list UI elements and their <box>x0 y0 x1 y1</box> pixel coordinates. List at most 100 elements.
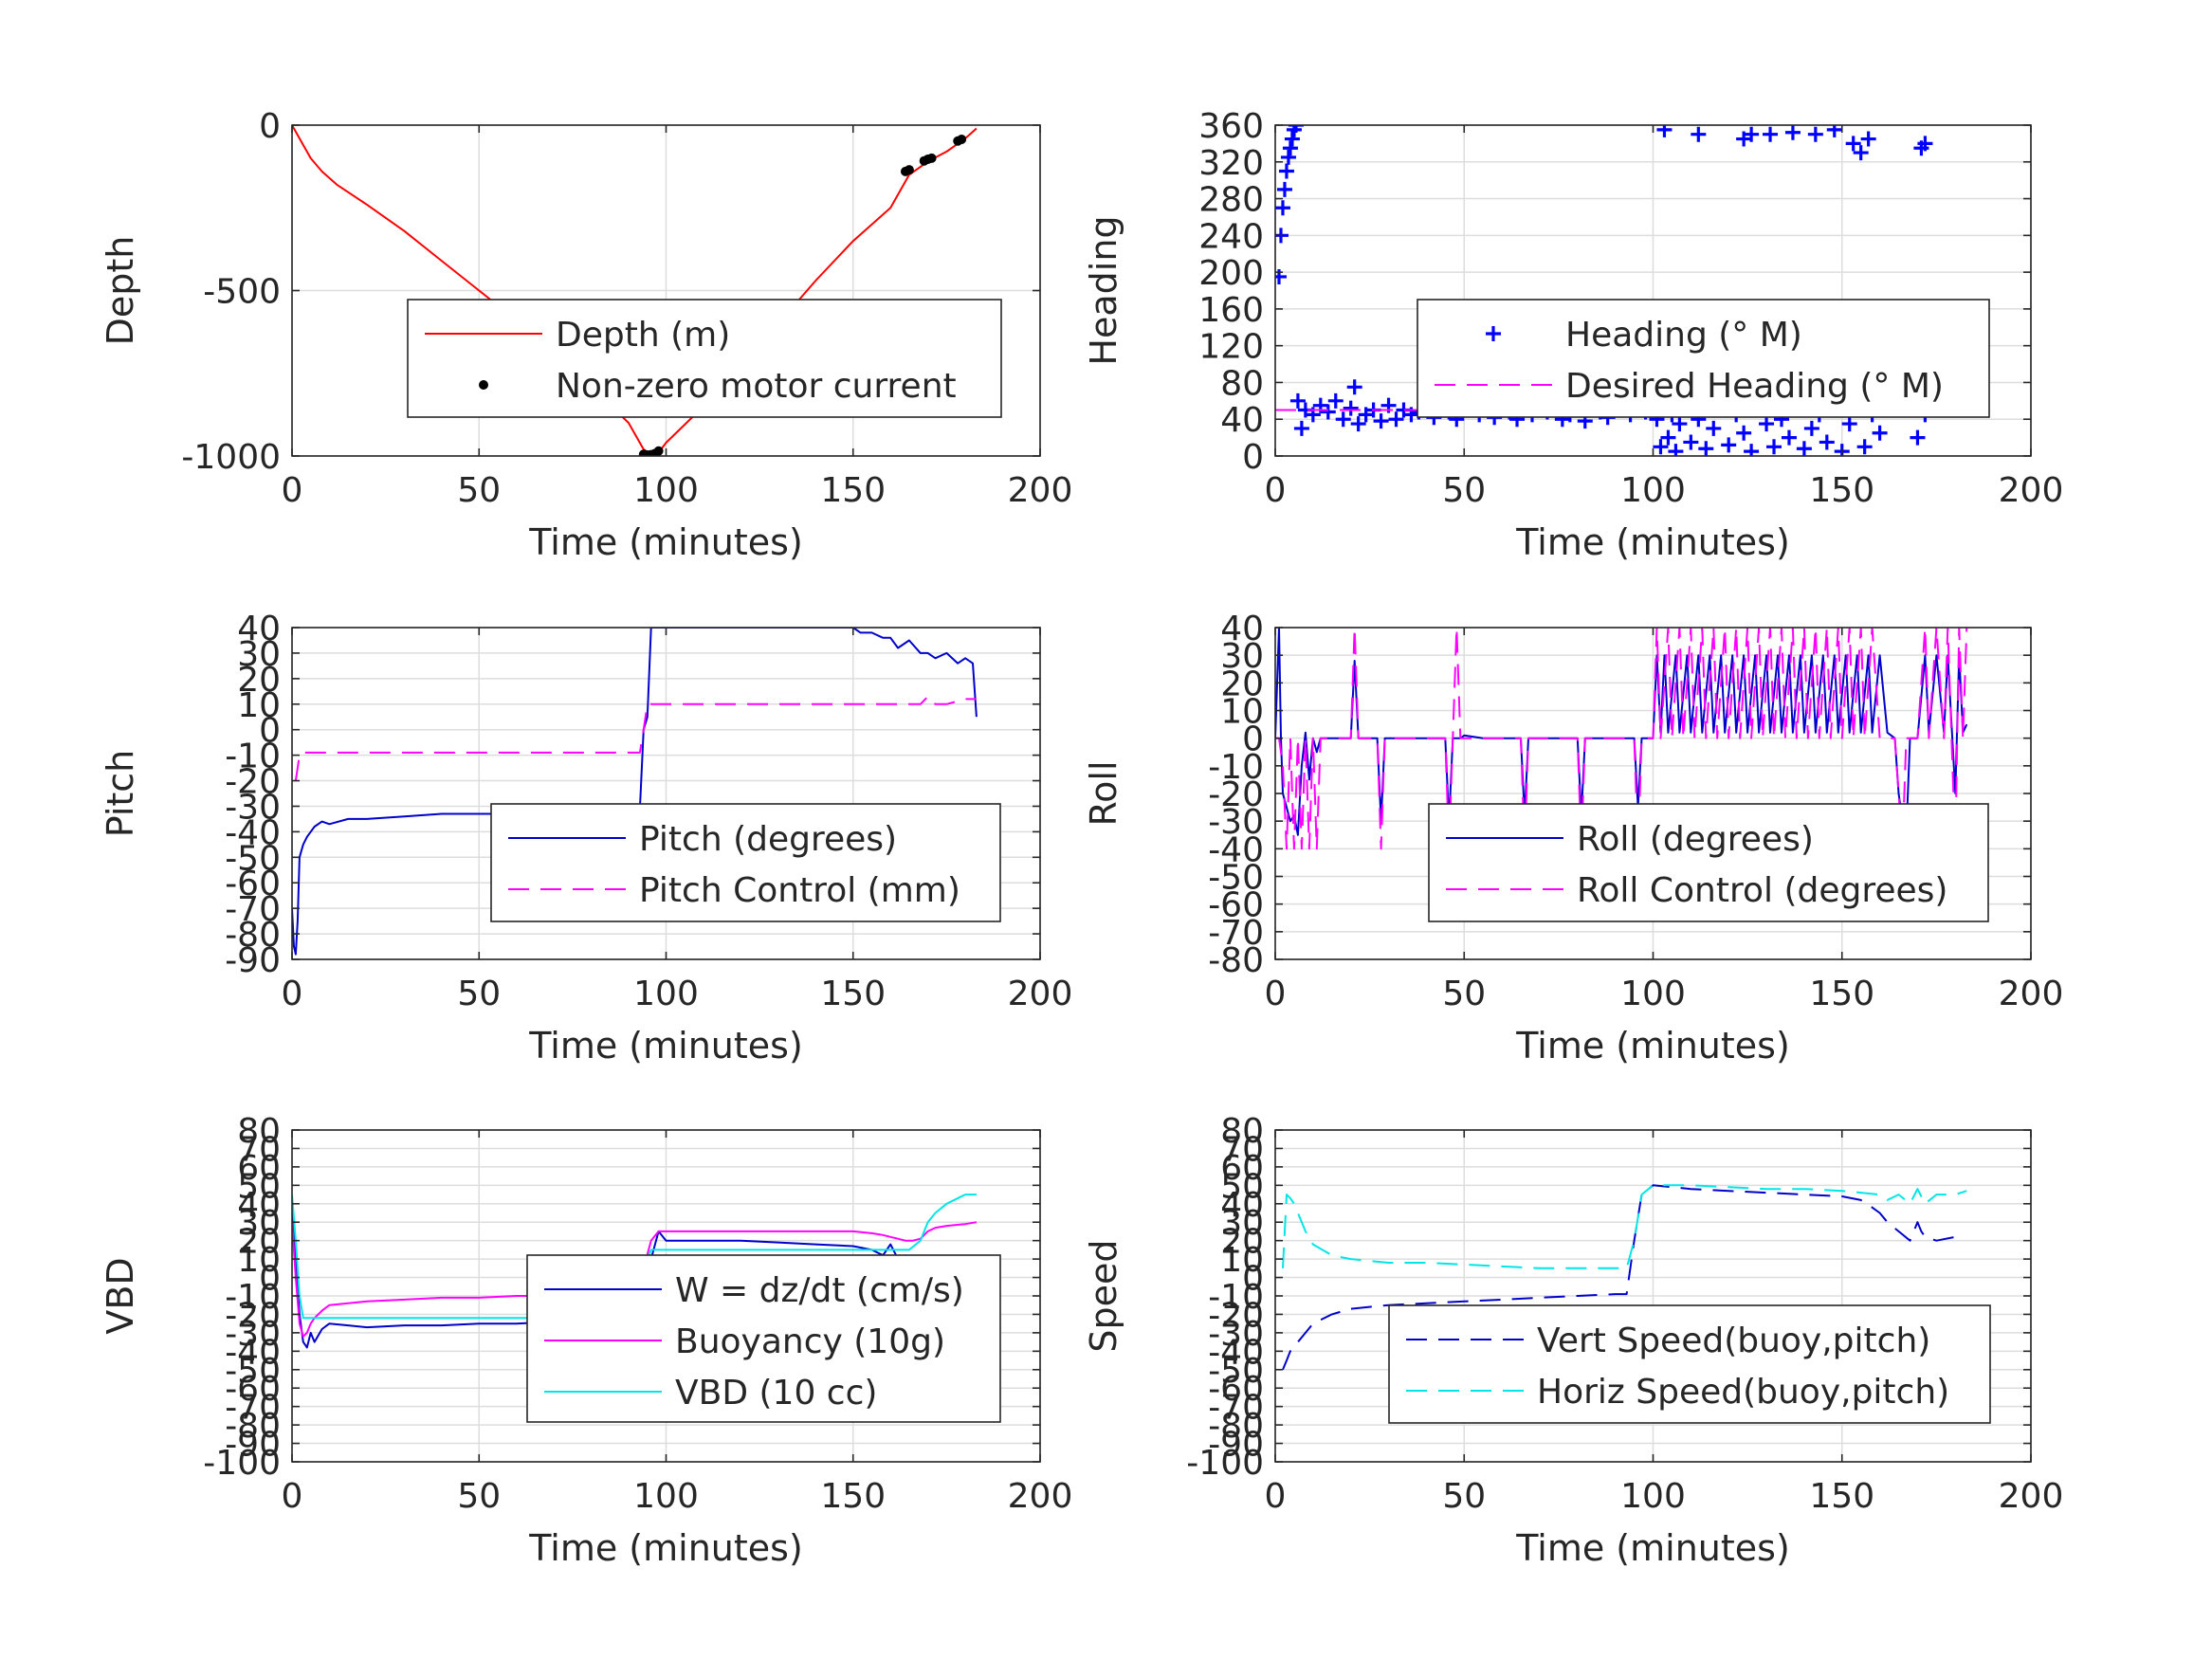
legend: Depth (m) Non-zero motor current <box>407 299 1002 418</box>
x-tick-label: 150 <box>1809 471 1874 510</box>
legend-swatch <box>1486 326 1501 341</box>
plot-data <box>1282 1184 1967 1371</box>
series-heading-0-point <box>1327 392 1344 409</box>
y-tick-label: 40 <box>237 610 281 648</box>
y-tick-label: 10 <box>1220 1241 1264 1280</box>
series-heading-0-point <box>1841 416 1857 432</box>
legend: Vert Speed(buoy,pitch) Horiz Speed(buoy,p… <box>1388 1304 1991 1424</box>
legend-label: Vert Speed(buoy,pitch) <box>1537 1322 1930 1360</box>
y-tick-label: 320 <box>1198 144 1264 183</box>
x-tick-label: 50 <box>1442 1477 1486 1516</box>
y-tick-label: 80 <box>1220 1112 1264 1151</box>
y-tick-label: 20 <box>1220 665 1264 703</box>
y-tick-label: -60 <box>1208 1370 1264 1409</box>
y-tick-label: 60 <box>237 1149 281 1188</box>
series-depth-1-point <box>653 446 664 456</box>
y-tick-label: 160 <box>1198 291 1264 330</box>
series-heading-0-point <box>1278 163 1294 179</box>
series-speed-1-line <box>1282 1184 1967 1269</box>
series-heading-0-point <box>1280 149 1296 165</box>
series-heading-0-point <box>1853 145 1869 161</box>
y-tick-label: -80 <box>225 1407 281 1446</box>
series-heading-0-point <box>1803 420 1819 436</box>
y-tick-label: -90 <box>1208 1426 1264 1465</box>
x-tick-label: 100 <box>1620 975 1686 1013</box>
series-heading-0-point <box>1763 126 1779 142</box>
series-heading-0-point <box>1781 429 1797 446</box>
series-heading-0-point <box>1346 379 1362 395</box>
legend-box <box>1417 299 1990 418</box>
y-tick-label: -20 <box>225 763 281 802</box>
y-axis-label: Roll <box>1083 760 1124 826</box>
x-axis-label: Time (minutes) <box>1515 1025 1790 1066</box>
series-pitch-1-line <box>294 695 977 781</box>
series-heading-0-point <box>1275 200 1290 216</box>
series-heading-0-point <box>1766 439 1782 455</box>
y-tick-label: 0 <box>1242 720 1264 759</box>
y-tick-label: -40 <box>1208 830 1264 869</box>
series-heading-0-point <box>1343 400 1359 416</box>
series-heading-0-point <box>1736 425 1752 441</box>
y-tick-label: -10 <box>225 1278 281 1317</box>
x-tick-label: 50 <box>457 975 501 1013</box>
plot-data <box>1275 628 1968 850</box>
y-axis-label: VBD <box>100 1257 141 1334</box>
x-tick-label: 150 <box>1809 975 1874 1013</box>
series-heading-0-point <box>1744 126 1760 142</box>
series-speed-0-line <box>1282 1184 1956 1371</box>
x-tick-label: 50 <box>1442 975 1486 1013</box>
series-heading-0-point <box>1668 444 1684 456</box>
chart-depth: 0 50 100 150 200 -1000 -500 0 Time (minutes) Dept… <box>100 107 1072 563</box>
chart-heading: 0 50 100 150 20004080120160200240280320360Ti… <box>1083 107 2063 563</box>
legend-label: Desired Heading (° M) <box>1565 367 1944 406</box>
y-tick-label: -70 <box>225 890 281 929</box>
y-tick-label: 10 <box>237 686 281 725</box>
y-tick-label: -100 <box>203 1444 281 1483</box>
y-axis-label: Speed <box>1083 1239 1124 1352</box>
y-tick-label: 0 <box>259 107 281 146</box>
x-tick-label: 100 <box>1620 471 1686 510</box>
y-tick-label: 0 <box>259 712 281 751</box>
y-tick-label: 0 <box>1242 438 1264 477</box>
chart-roll: 0 50 100 150 200-80-70-60-50-40-30-20-100102… <box>1083 610 2063 1066</box>
series-heading-0-point <box>1660 429 1676 446</box>
series-depth-1-point <box>904 165 914 175</box>
plot-data <box>292 628 978 956</box>
y-axis-label: Heading <box>1083 215 1124 365</box>
x-axis-label: Time (minutes) <box>1515 1527 1790 1569</box>
series-heading-0-point <box>1917 136 1933 152</box>
legend-box <box>526 1254 1001 1423</box>
series-heading-0-point <box>1284 131 1300 147</box>
series-heading-0-point <box>1286 125 1302 137</box>
x-axis-label: Time (minutes) <box>1515 521 1790 563</box>
legend-label: Roll Control (degrees) <box>1577 871 1947 910</box>
y-tick-label: -30 <box>225 1315 281 1354</box>
x-tick-label: 150 <box>820 975 886 1013</box>
x-tick-label: 50 <box>457 1477 501 1516</box>
x-tick-label: 100 <box>1620 1477 1686 1516</box>
y-tick-label: -20 <box>1208 775 1264 814</box>
y-tick-label: -30 <box>1208 803 1264 842</box>
x-tick-label: 0 <box>282 975 303 1013</box>
x-tick-label: 200 <box>1008 1477 1073 1516</box>
plot-data <box>292 125 978 456</box>
series-heading-0-point <box>1293 420 1309 436</box>
y-tick-label: 80 <box>1220 364 1264 403</box>
y-tick-label: -70 <box>1208 914 1264 953</box>
y-tick-label: 30 <box>1220 637 1264 676</box>
y-tick-label: 0 <box>259 1260 281 1299</box>
y-tick-label: -60 <box>1208 886 1264 925</box>
chart-pitch: 0 50 100 150 200-90-80-70-60-50-40-30-20-100… <box>100 610 1072 1066</box>
y-tick-label: -60 <box>225 1370 281 1409</box>
legend-swatch <box>479 380 488 390</box>
series-heading-0-point <box>1826 125 1842 137</box>
y-tick-label: 20 <box>237 1223 281 1262</box>
y-tick-label: -90 <box>225 1426 281 1465</box>
legend-box <box>407 299 1002 418</box>
series-heading-0-point <box>1819 434 1835 450</box>
series-heading-0-point <box>1796 441 1812 456</box>
x-tick-label: 100 <box>633 975 699 1013</box>
y-tick-label: 70 <box>237 1130 281 1169</box>
series-heading-0-point <box>1856 439 1873 455</box>
